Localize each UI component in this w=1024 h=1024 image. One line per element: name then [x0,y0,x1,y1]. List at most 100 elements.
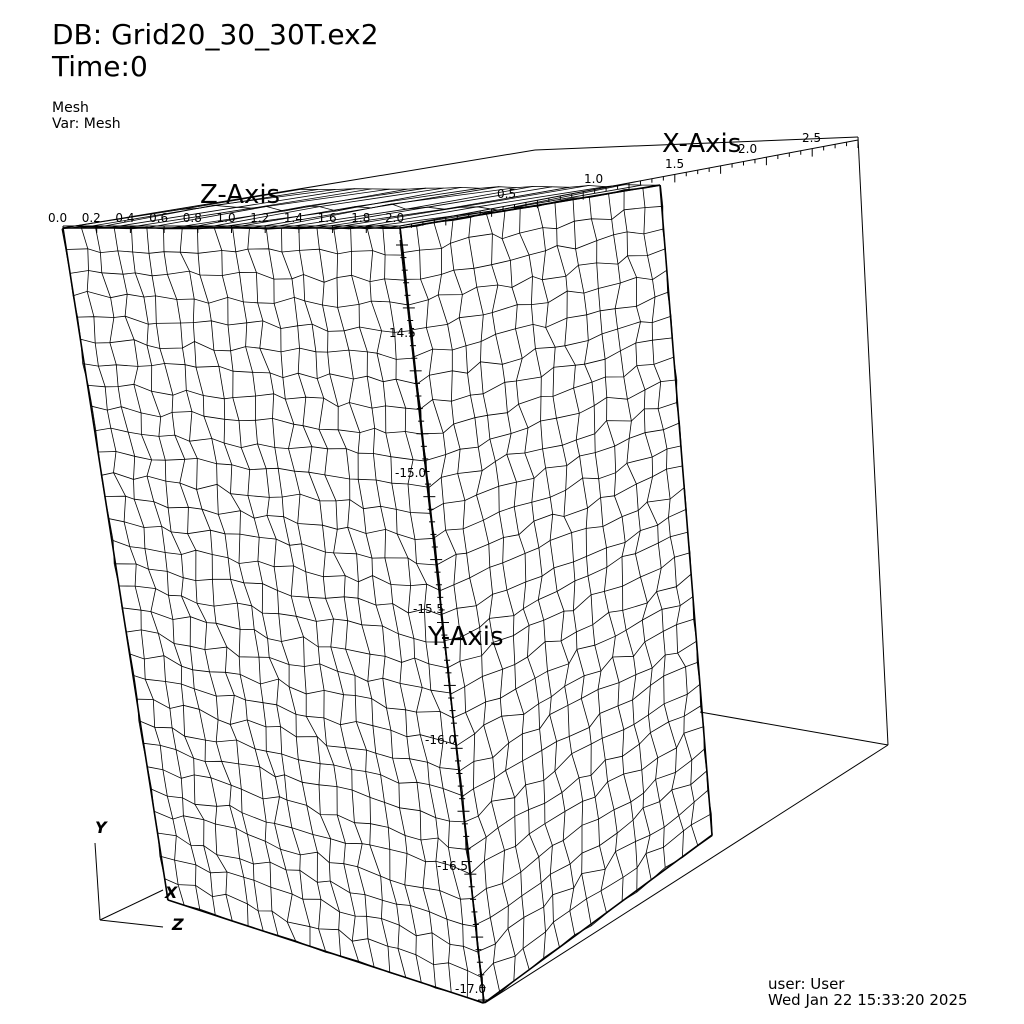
mesh-column-line [179,227,279,936]
mesh-column-line [316,227,407,978]
mesh-column-line [95,226,201,910]
mesh-column-line [214,187,462,229]
x-axis-tick-label: 1.0 [584,172,603,186]
mesh-row-line [464,683,701,823]
mesh-column-line [537,206,607,914]
mesh-column-line [80,226,185,906]
mesh-row-line [450,573,692,695]
mesh-row-line [69,270,407,283]
mesh-row-line [472,748,705,899]
bbox-edge [699,711,889,746]
mesh-column-line [112,188,355,228]
mesh-row-line [437,465,683,565]
y-axis-tick-label: -15.0 [395,466,426,480]
mesh-column-line [331,185,589,229]
mesh-row-line [159,855,478,953]
triad-y-line [94,842,101,921]
triad-x-label: X [164,883,178,902]
mesh-row-line [411,269,667,331]
z-axis-tick-label: 2.0 [385,211,404,225]
time-label: Time:0 [52,50,148,83]
z-axis-tick-label: 0.6 [149,211,168,225]
right-edge [659,184,713,836]
mesh-row-line [153,810,473,900]
mesh-column-line [164,188,408,230]
mesh-row-line [147,766,466,850]
bbox-edge [534,136,859,151]
mesh-outline [62,184,713,1004]
mesh-row-line [151,788,472,875]
z-axis-tick-label: 0.8 [183,211,202,225]
x-axis-tick-label: 2.0 [738,142,757,156]
mesh-column-line [589,197,652,880]
z-axis-title: Z-Axis [200,180,280,210]
mesh-row-line [80,338,414,360]
mesh-column-line [642,188,699,847]
mesh-column-line [450,220,530,970]
mesh-column-line [554,201,624,902]
mesh-column-line [485,212,560,948]
mesh-row-line [130,653,454,719]
mesh-column-line [281,228,375,967]
triad-x-line [99,889,164,921]
plot-variable: Var: Mesh [52,116,121,132]
bottom-front-edge [167,899,485,1004]
mesh-row-line [65,248,404,256]
date-label: Wed Jan 22 15:33:20 2025 [768,991,968,1009]
mesh-row-line [109,518,438,566]
mesh-column-line [130,188,372,228]
mesh-row-line [428,402,677,488]
mesh-row-line [478,790,708,952]
x-axis-tick-label: 0.5 [497,187,516,201]
mesh-column-line [433,222,516,982]
z-axis-tick-label: 0.0 [48,211,67,225]
plot-name: Mesh [52,100,89,116]
user-label: user: User [768,975,845,993]
bounding-box [62,136,889,1004]
mesh-row-line [408,248,666,306]
mesh-column-line [113,228,216,915]
mesh-column-line [232,227,327,953]
mesh-row-line [421,356,674,435]
mesh-column-line [198,187,444,230]
mesh-column-line [148,188,390,228]
y-axis-tick-label: -16.5 [437,859,468,873]
mesh-column-line [298,227,391,973]
right-top-edge [399,184,661,229]
mesh-row-line [72,290,408,308]
x-axis-tick-label: 1.5 [665,157,684,171]
mesh-column-line [197,226,296,941]
mesh-wireframe [61,184,713,1004]
mesh-row-line [424,379,677,462]
mesh-row-line [456,618,694,746]
mesh-column-line [382,226,469,998]
bbox-edge [857,136,889,746]
mesh-row-line [468,705,701,850]
mesh-row-line [461,662,698,798]
mesh-row-line [448,552,691,668]
mesh-column-line [416,226,501,993]
z-axis-tick-label: 0.4 [115,211,134,225]
mesh-column-line [163,228,264,931]
y-axis-tick-label: -17.0 [455,982,486,996]
z-axis-tick-label: 1.0 [217,211,236,225]
mesh-row-line [416,315,672,385]
mesh-row-line [440,508,687,616]
mesh-row-line [480,813,712,977]
mesh-row-line [402,205,663,254]
z-axis-tick-label: 0.2 [82,211,101,225]
y-axis-line [399,239,485,1001]
mesh-row-line [420,337,673,410]
mesh-column-line [181,187,426,230]
mesh-column-line [131,228,233,922]
z-axis-tick-label: 1.4 [284,211,303,225]
mesh-row-line [98,451,427,488]
mesh-column-line [350,226,436,989]
mesh-column-line [146,227,249,927]
z-axis-tick-label: 1.2 [250,211,269,225]
mesh-column-line [265,187,517,229]
mesh-column-line [247,227,341,956]
mesh-row-line [118,585,445,643]
mesh-column-line [266,229,359,962]
